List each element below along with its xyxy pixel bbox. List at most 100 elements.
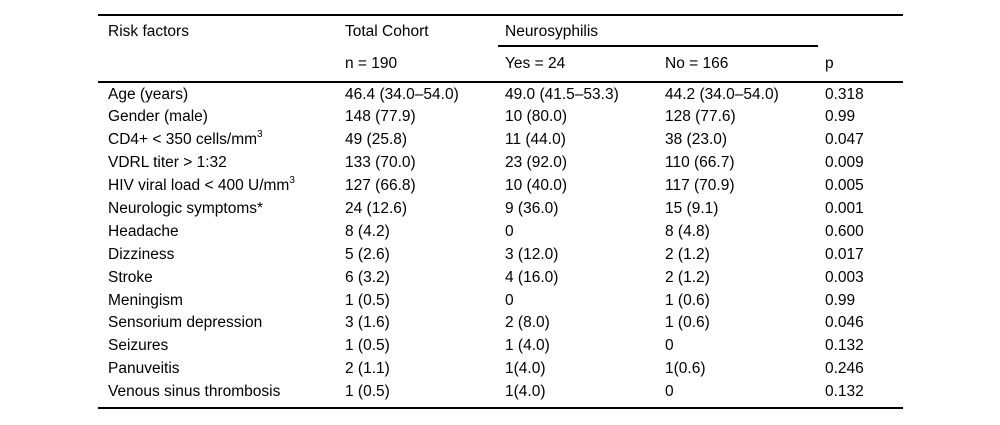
- col-header-p-value: p: [825, 55, 834, 73]
- col-subheader-total-n: n = 190: [345, 55, 398, 73]
- table-row: Headache 8 (4.2) 0 8 (4.8) 0.600: [98, 220, 903, 243]
- neurosyphilis-no-cell: 2 (1.2): [665, 268, 710, 286]
- neurosyphilis-no-cell: 8 (4.8): [665, 222, 710, 240]
- risk-factor-superscript: 3: [257, 129, 263, 141]
- risk-factor-cell: Seizures: [98, 337, 345, 355]
- neurosyphilis-no-cell: 38 (23.0): [665, 131, 728, 149]
- p-value-cell: 0.017: [825, 245, 864, 263]
- p-value-cell: 0.001: [825, 199, 864, 217]
- risk-factor-cell: VDRL titer > 1:32: [98, 154, 345, 172]
- table-row: Meningism 1 (0.5) 0 1 (0.6) 0.99: [98, 289, 903, 312]
- total-cohort-cell: 1 (0.5): [345, 291, 390, 309]
- header-row-subheaders: n = 190 Yes = 24 No = 166 p: [98, 47, 903, 81]
- neurosyphilis-yes-cell: 4 (16.0): [505, 268, 559, 286]
- neurosyphilis-yes-cell: 2 (8.0): [505, 314, 550, 332]
- risk-factor-label: CD4+ < 350 cells/mm: [108, 131, 258, 149]
- p-value-cell: 0.318: [825, 85, 864, 103]
- table-row: Stroke 6 (3.2) 4 (16.0) 2 (1.2) 0.003: [98, 266, 903, 289]
- risk-factor-cell: Dizziness: [98, 246, 345, 264]
- total-cohort-cell: 8 (4.2): [345, 222, 390, 240]
- total-cohort-cell: 49 (25.8): [345, 131, 408, 149]
- neurosyphilis-no-cell: 1 (0.6): [665, 291, 710, 309]
- neurosyphilis-no-cell: 110 (66.7): [665, 154, 735, 172]
- neurosyphilis-no-cell: 44.2 (34.0–54.0): [665, 85, 779, 103]
- total-cohort-cell: 133 (70.0): [345, 154, 416, 172]
- table-row: Age (years) 46.4 (34.0–54.0) 49.0 (41.5–…: [98, 83, 903, 106]
- neurosyphilis-no-cell: 128 (77.6): [665, 108, 736, 126]
- neurosyphilis-yes-cell: 3 (12.0): [505, 245, 559, 263]
- neurosyphilis-yes-cell: 49.0 (41.5–53.3): [505, 85, 619, 103]
- risk-factor-label: Meningism: [108, 291, 183, 309]
- table-row: CD4+ < 350 cells/mm3 49 (25.8) 11 (44.0)…: [98, 129, 903, 152]
- neurosyphilis-no-cell: 1 (0.6): [665, 314, 710, 332]
- total-cohort-cell: 6 (3.2): [345, 268, 390, 286]
- p-value-cell: 0.99: [825, 108, 856, 126]
- risk-factor-label: VDRL titer > 1:32: [108, 154, 227, 172]
- p-value-cell: 0.600: [825, 222, 864, 240]
- table-row: Seizures 1 (0.5) 1 (4.0) 0 0.132: [98, 335, 903, 358]
- risk-factor-cell: Venous sinus thrombosis: [98, 383, 345, 401]
- table-row: Venous sinus thrombosis 1 (0.5) 1(4.0) 0…: [98, 381, 903, 404]
- table-row: Gender (male) 148 (77.9) 10 (80.0) 128 (…: [98, 106, 903, 129]
- risk-factor-cell: Sensorium depression: [98, 314, 345, 332]
- neurosyphilis-yes-cell: 23 (92.0): [505, 154, 568, 172]
- p-value-cell: 0.046: [825, 314, 864, 332]
- p-value-cell: 0.132: [825, 383, 864, 401]
- col-subheader-yes-n: Yes = 24: [505, 55, 566, 73]
- neurosyphilis-group-label: Neurosyphilis: [505, 22, 599, 40]
- neurosyphilis-no-cell: 15 (9.1): [665, 199, 719, 217]
- table-row: HIV viral load < 400 U/mm3 127 (66.8) 10…: [98, 175, 903, 198]
- total-cohort-cell: 1 (0.5): [345, 337, 390, 355]
- risk-factor-label: Seizures: [108, 337, 169, 355]
- p-value-cell: 0.246: [825, 360, 864, 378]
- neurosyphilis-yes-cell: 10 (40.0): [505, 177, 568, 195]
- neurosyphilis-yes-cell: 1 (4.0): [505, 337, 550, 355]
- p-value-cell: 0.009: [825, 154, 864, 172]
- col-group-header-neurosyphilis: Neurosyphilis: [498, 16, 825, 47]
- neurosyphilis-no-cell: 0: [665, 383, 674, 401]
- neurosyphilis-yes-cell: 11 (44.0): [505, 131, 566, 149]
- total-cohort-cell: 3 (1.6): [345, 314, 390, 332]
- p-value-cell: 0.003: [825, 268, 864, 286]
- table-row: VDRL titer > 1:32 133 (70.0) 23 (92.0) 1…: [98, 152, 903, 175]
- risk-factor-cell: Neurologic symptoms*: [98, 200, 345, 218]
- risk-factor-cell: Age (years): [98, 86, 345, 104]
- p-value-cell: 0.005: [825, 177, 864, 195]
- risk-factor-cell: Panuveitis: [98, 360, 345, 378]
- risk-factor-label: Headache: [108, 222, 179, 240]
- risk-factor-label: Age (years): [108, 85, 189, 103]
- table-row: Neurologic symptoms* 24 (12.6) 9 (36.0) …: [98, 197, 903, 220]
- neurosyphilis-yes-cell: 1(4.0): [505, 383, 546, 401]
- risk-factor-cell: Stroke: [98, 269, 345, 287]
- total-cohort-cell: 46.4 (34.0–54.0): [345, 85, 459, 103]
- neurosyphilis-yes-cell: 0: [505, 291, 514, 309]
- neurosyphilis-no-cell: 2 (1.2): [665, 245, 710, 263]
- total-cohort-cell: 24 (12.6): [345, 199, 408, 217]
- table-row: Sensorium depression 3 (1.6) 2 (8.0) 1 (…: [98, 312, 903, 335]
- header-row-groups: Risk factors Total Cohort Neurosyphilis: [98, 16, 903, 47]
- p-value-cell: 0.047: [825, 131, 864, 149]
- risk-factor-cell: Meningism: [98, 292, 345, 310]
- risk-factors-table: Risk factors Total Cohort Neurosyphilis …: [98, 14, 903, 410]
- table-header: Risk factors Total Cohort Neurosyphilis …: [98, 16, 903, 83]
- table-row: Panuveitis 2 (1.1) 1(4.0) 1(0.6) 0.246: [98, 358, 903, 381]
- total-cohort-cell: 2 (1.1): [345, 360, 390, 378]
- risk-factor-label: Sensorium depression: [108, 314, 263, 332]
- p-value-cell: 0.99: [825, 291, 856, 309]
- neurosyphilis-no-cell: 1(0.6): [665, 360, 706, 378]
- neurosyphilis-no-cell: 0: [665, 337, 674, 355]
- risk-factor-cell: CD4+ < 350 cells/mm3: [98, 129, 345, 149]
- total-cohort-cell: 5 (2.6): [345, 245, 390, 263]
- total-cohort-cell: 148 (77.9): [345, 108, 416, 126]
- neurosyphilis-no-cell: 117 (70.9): [665, 177, 735, 195]
- risk-factor-label: Neurologic symptoms*: [108, 199, 264, 217]
- neurosyphilis-yes-cell: 0: [505, 222, 514, 240]
- risk-factor-cell: Gender (male): [98, 108, 345, 126]
- risk-factor-label: Venous sinus thrombosis: [108, 383, 281, 401]
- risk-factor-superscript: 3: [289, 174, 295, 186]
- neurosyphilis-yes-cell: 1(4.0): [505, 360, 546, 378]
- risk-factor-label: HIV viral load < 400 U/mm: [108, 177, 290, 195]
- neurosyphilis-yes-cell: 9 (36.0): [505, 199, 559, 217]
- table-row: Dizziness 5 (2.6) 3 (12.0) 2 (1.2) 0.017: [98, 243, 903, 266]
